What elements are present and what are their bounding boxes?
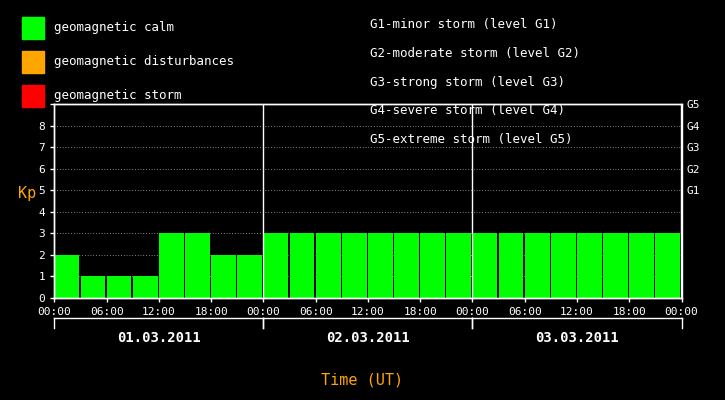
- Text: G3-strong storm (level G3): G3-strong storm (level G3): [370, 76, 565, 89]
- Bar: [655, 233, 680, 298]
- Bar: [368, 233, 393, 298]
- Bar: [263, 233, 289, 298]
- Bar: [420, 233, 445, 298]
- Bar: [237, 255, 262, 298]
- Bar: [499, 233, 523, 298]
- Text: Time (UT): Time (UT): [321, 372, 404, 388]
- Text: geomagnetic storm: geomagnetic storm: [54, 90, 182, 102]
- Text: geomagnetic disturbances: geomagnetic disturbances: [54, 56, 234, 68]
- Bar: [551, 233, 576, 298]
- Bar: [447, 233, 471, 298]
- Bar: [629, 233, 654, 298]
- Text: G2-moderate storm (level G2): G2-moderate storm (level G2): [370, 47, 580, 60]
- Bar: [185, 233, 210, 298]
- Bar: [211, 255, 236, 298]
- Bar: [394, 233, 419, 298]
- Bar: [315, 233, 341, 298]
- Bar: [525, 233, 550, 298]
- Text: geomagnetic calm: geomagnetic calm: [54, 22, 175, 34]
- Bar: [107, 276, 131, 298]
- Text: 02.03.2011: 02.03.2011: [326, 331, 410, 345]
- Bar: [159, 233, 183, 298]
- Y-axis label: Kp: Kp: [18, 186, 36, 201]
- Bar: [341, 233, 367, 298]
- Text: 03.03.2011: 03.03.2011: [535, 331, 619, 345]
- Bar: [289, 233, 315, 298]
- Text: G1-minor storm (level G1): G1-minor storm (level G1): [370, 18, 558, 31]
- Text: G5-extreme storm (level G5): G5-extreme storm (level G5): [370, 133, 572, 146]
- Bar: [80, 276, 105, 298]
- Bar: [133, 276, 157, 298]
- Text: G4-severe storm (level G4): G4-severe storm (level G4): [370, 104, 565, 118]
- Bar: [577, 233, 602, 298]
- Bar: [473, 233, 497, 298]
- Bar: [603, 233, 628, 298]
- Bar: [54, 255, 79, 298]
- Text: 01.03.2011: 01.03.2011: [117, 331, 201, 345]
